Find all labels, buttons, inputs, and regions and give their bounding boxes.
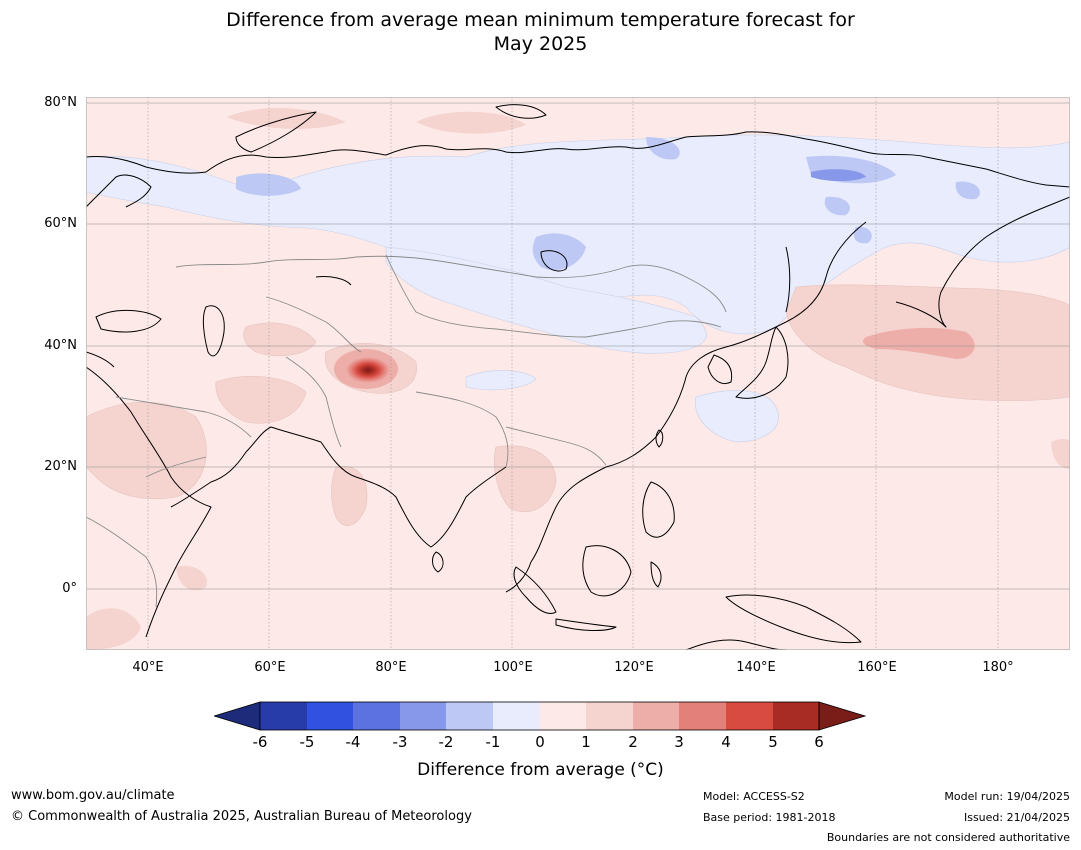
- somalia-warm-patch: [176, 565, 207, 591]
- iran-warm-region: [215, 376, 307, 424]
- siberia-cooler-patch-3: [532, 233, 586, 271]
- colorbar-tick-label: 2: [628, 733, 638, 751]
- siberia-cooler-patch-5: [955, 181, 980, 200]
- graticule: [86, 97, 1070, 650]
- lon-label-140e: 140°E: [736, 660, 776, 675]
- tibet-cool-patch: [465, 370, 537, 391]
- colorbar-bin: [540, 702, 586, 730]
- pacific-warmer-core: [863, 327, 975, 359]
- lat-label-60n: 60°N: [44, 216, 77, 231]
- colorbar-bin: [446, 702, 493, 730]
- colorbar-tick-label: 1: [581, 733, 591, 751]
- colorbar-tick-label: 5: [768, 733, 778, 751]
- colorbar-title: Difference from average (°C): [417, 760, 664, 780]
- political-boundaries: [86, 254, 727, 608]
- colorbar-min-extend: [214, 701, 261, 731]
- model-text: Model: ACCESS-S2: [703, 790, 805, 803]
- lon-label-40e: 40°E: [132, 660, 164, 675]
- colorbar: [214, 701, 866, 731]
- colorbar-bin: [773, 702, 819, 730]
- colorbar-tick-label: -1: [485, 733, 501, 751]
- colorbar-bin: [353, 702, 400, 730]
- lon-label-80e: 80°E: [375, 660, 407, 675]
- colorbar-tick-label: 3: [674, 733, 684, 751]
- africa-warm-patch: [86, 608, 141, 650]
- colorbar-bin: [586, 702, 633, 730]
- website-link[interactable]: www.bom.gov.au/climate: [11, 788, 175, 803]
- colorbar-bin: [400, 702, 446, 730]
- lon-label-100e: 100°E: [493, 660, 533, 675]
- disclaimer-text: Boundaries are not considered authoritat…: [826, 831, 1070, 844]
- base-period-text: Base period: 1981-2018: [703, 811, 836, 824]
- colorbar-max-extend: [818, 701, 866, 731]
- copyright-text: © Commonwealth of Australia 2025, Austra…: [11, 809, 472, 824]
- title-line-2: May 2025: [493, 33, 588, 55]
- indochina-warm-region: [494, 445, 557, 512]
- colorbar-bin: [679, 702, 726, 730]
- siberia-cooler-patch-4: [646, 137, 680, 160]
- lon-label-180: 180°: [982, 660, 1014, 675]
- siberia-cooler-patch-6: [824, 196, 850, 216]
- colorbar-bin: [307, 702, 353, 730]
- lon-label-120e: 120°E: [614, 660, 654, 675]
- chart-title: Difference from average mean minimum tem…: [0, 8, 1081, 56]
- anomaly-map: [86, 97, 1070, 650]
- colorbar-tick-label: -3: [392, 733, 408, 751]
- colorbar-bin: [493, 702, 540, 730]
- lon-label-60e: 60°E: [254, 660, 286, 675]
- mongolia-cool-region: [385, 246, 707, 354]
- model-run-text: Model run: 19/04/2025: [944, 790, 1070, 803]
- india-warm-patch: [331, 465, 368, 526]
- karakoram-hotspot: [346, 357, 390, 383]
- colorbar-bin: [260, 702, 307, 730]
- colorbar-tick-label: -2: [438, 733, 454, 751]
- siberia-cooler-patch-2: [236, 173, 301, 196]
- siberia-cold-core: [811, 169, 866, 182]
- lat-label-20n: 20°N: [44, 459, 77, 474]
- coastlines: [86, 104, 1070, 650]
- lat-label-0: 0°: [62, 581, 77, 596]
- lat-label-40n: 40°N: [44, 338, 77, 353]
- colorbar-tick-label: -6: [252, 733, 268, 751]
- colorbar-tick-label: -5: [299, 733, 315, 751]
- issued-text: Issued: 21/04/2025: [963, 811, 1070, 824]
- central-asia-warm-patch: [243, 322, 317, 357]
- lat-label-80n: 80°N: [44, 95, 77, 110]
- colorbar-tick-label: 4: [721, 733, 731, 751]
- colorbar-tick-label: 0: [535, 733, 545, 751]
- title-line-1: Difference from average mean minimum tem…: [226, 9, 855, 31]
- colorbar-tick-label: -4: [345, 733, 361, 751]
- colorbar-bin: [633, 702, 679, 730]
- colorbar-bin: [726, 702, 773, 730]
- lon-label-160e: 160°E: [857, 660, 897, 675]
- pacific-cool-patch: [694, 390, 779, 443]
- pacific-east-warm-patch: [1051, 438, 1070, 469]
- colorbar-tick-label: 6: [814, 733, 824, 751]
- siberia-cooler-patch-7: [853, 226, 872, 244]
